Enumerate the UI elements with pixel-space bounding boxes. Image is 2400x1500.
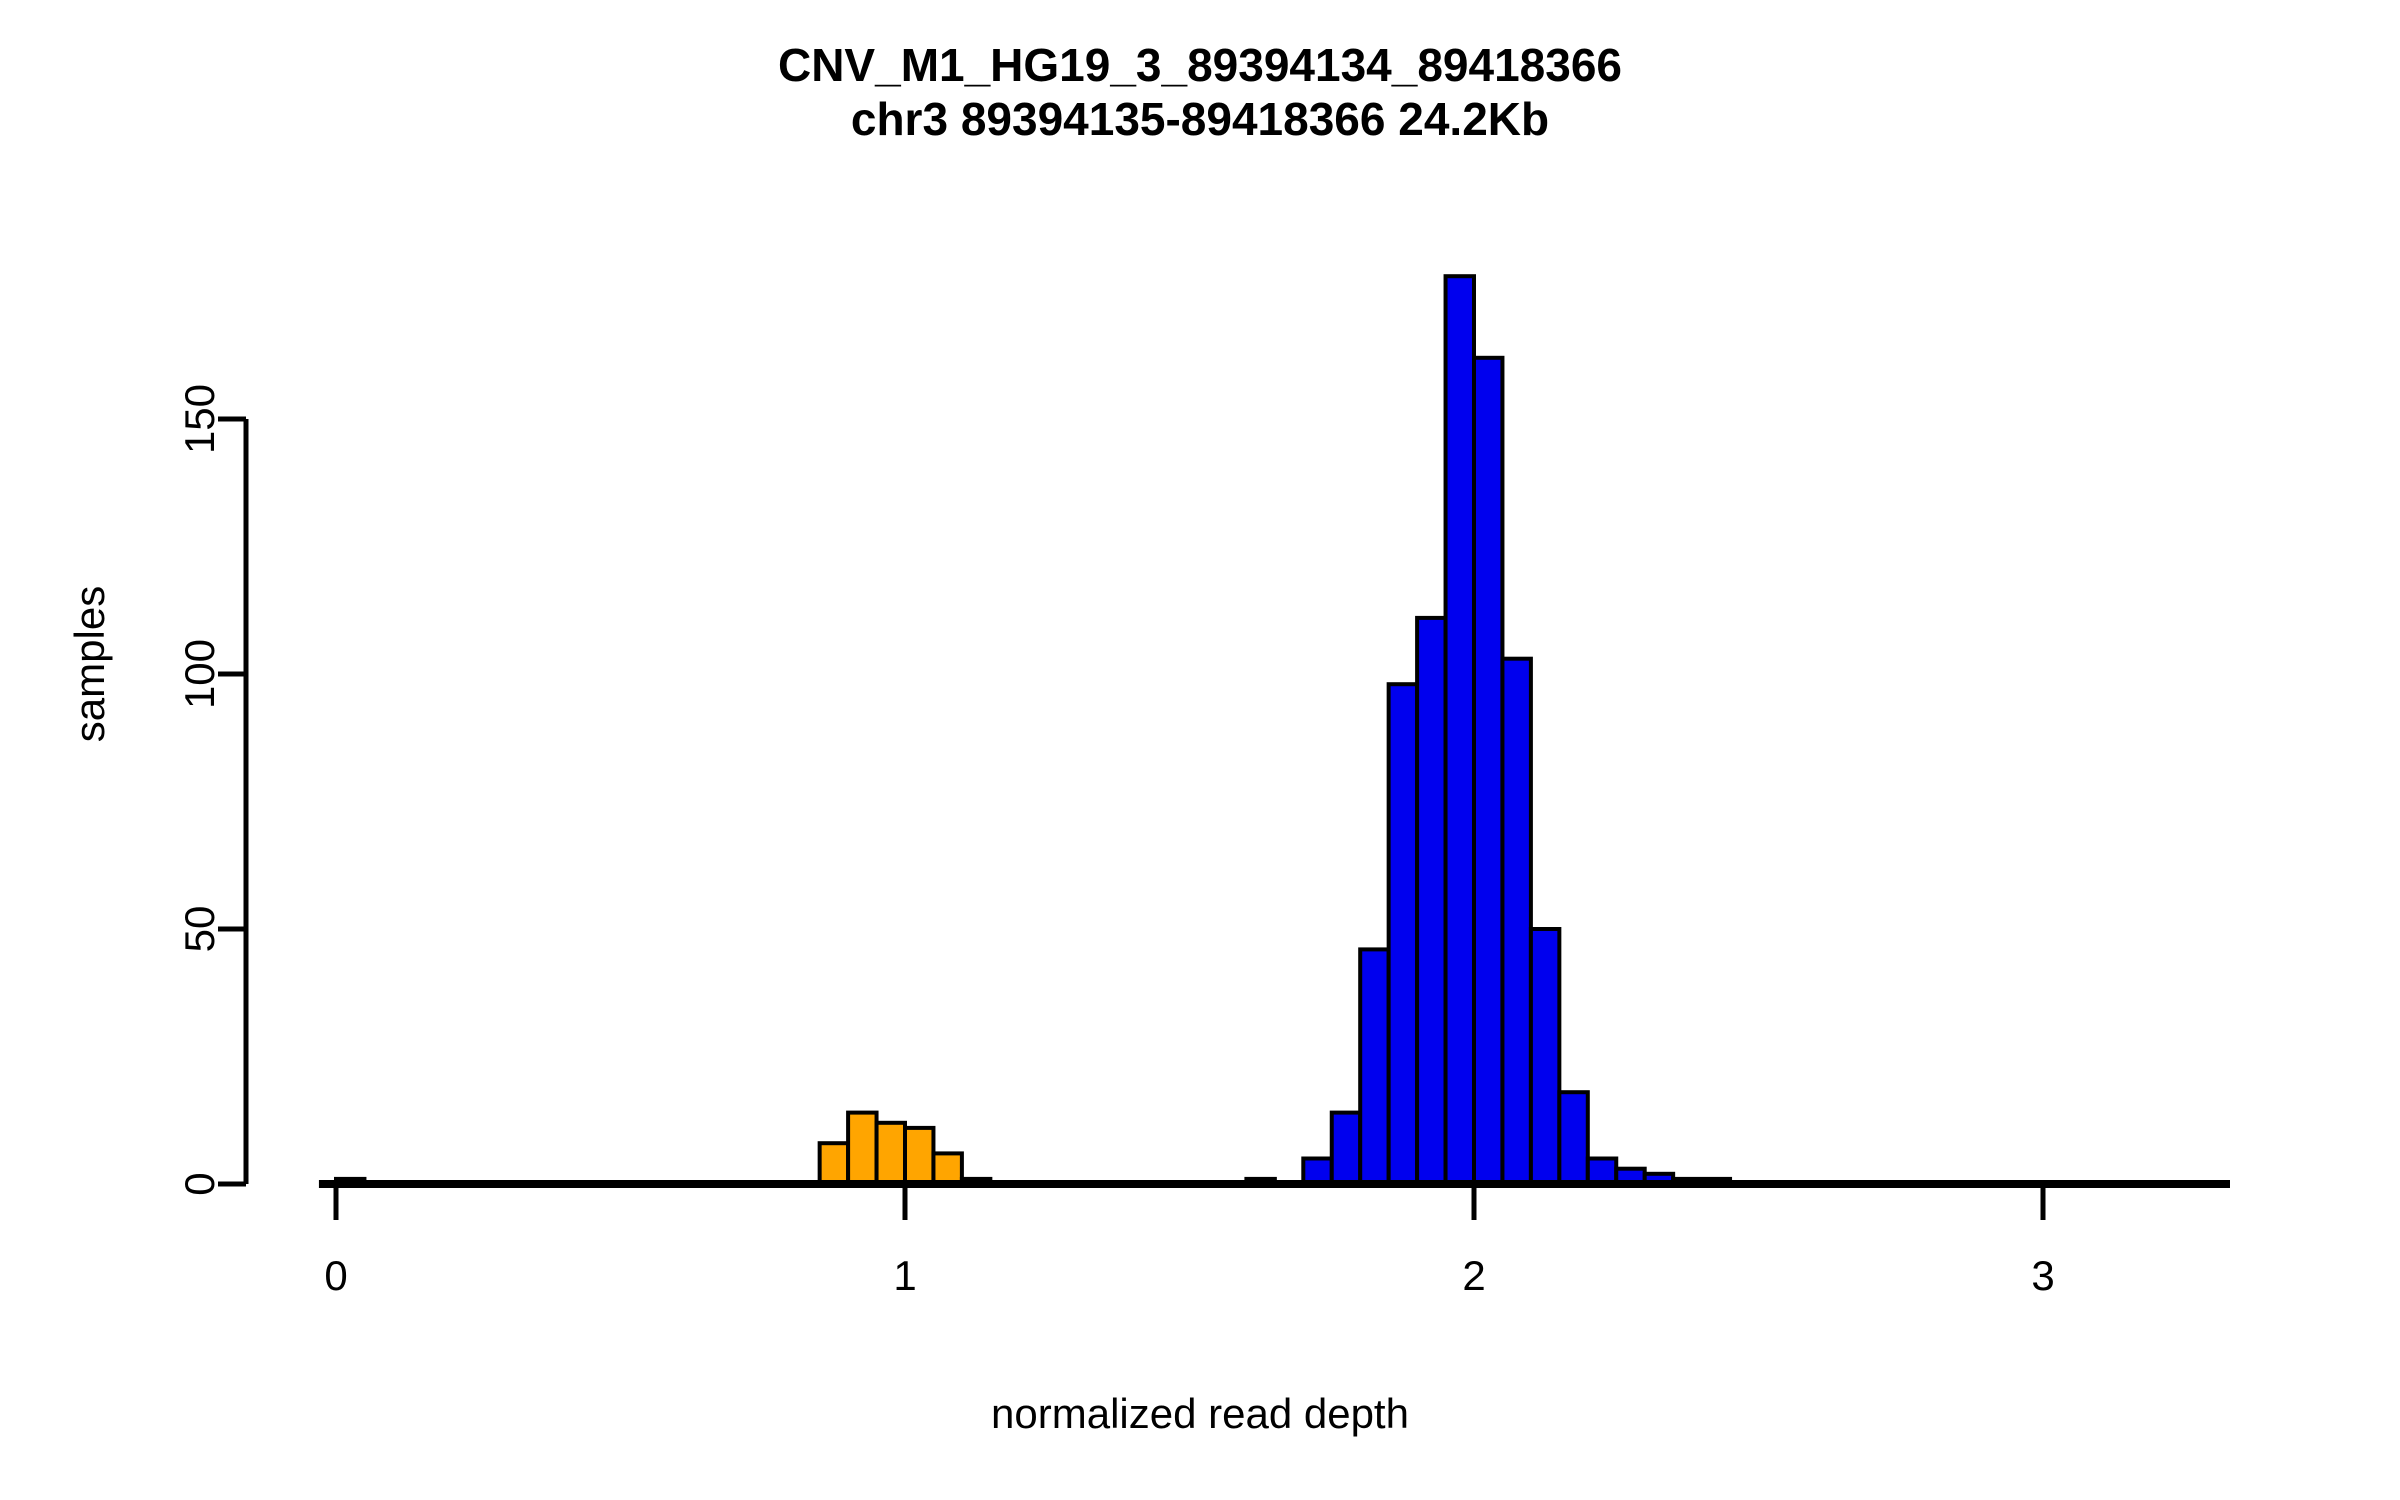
histogram-bar [1358, 947, 1391, 1187]
x-tick-label: 1 [893, 1252, 917, 1299]
histogram-bar [1415, 615, 1448, 1186]
x-tick-label: 2 [1462, 1252, 1486, 1299]
histogram-bar [1472, 355, 1505, 1186]
histogram-bar [903, 1125, 936, 1187]
histogram-bar [1557, 1090, 1590, 1186]
y-tick-label: 0 [176, 1172, 223, 1196]
y-tick-label: 50 [176, 905, 223, 953]
y-tick-label: 100 [176, 638, 223, 710]
x-tick-label: 0 [324, 1252, 348, 1299]
chart-title-line2: chr3 89394135-89418366 24.2Kb [850, 93, 1550, 145]
x-axis-label: normalized read depth [991, 1390, 1409, 1437]
histogram-bar [874, 1120, 907, 1187]
y-tick-label: 150 [176, 383, 223, 455]
bars-layer [334, 274, 1733, 1187]
histogram-bar [1528, 927, 1562, 1186]
x-tick-label: 3 [2031, 1252, 2055, 1299]
histogram-bar [1500, 656, 1533, 1186]
histogram-bar [817, 1141, 851, 1186]
chart-title-line1: CNV_M1_HG19_3_89394134_89418366 [777, 39, 1622, 91]
histogram-bar [1386, 682, 1420, 1186]
histogram-bar [931, 1151, 964, 1187]
axis-layer [218, 416, 2230, 1220]
histogram-bar [846, 1110, 879, 1186]
histogram-bar [1329, 1110, 1363, 1186]
histogram-bar [1443, 274, 1477, 1186]
